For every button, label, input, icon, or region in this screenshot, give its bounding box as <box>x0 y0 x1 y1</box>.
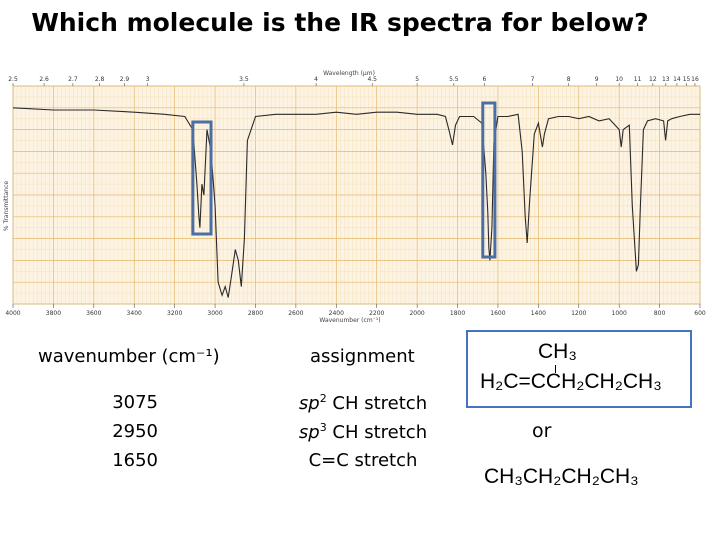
wavenumber-header: wavenumber (cm⁻¹) <box>38 346 220 367</box>
wavelength-tick-label: 3.5 <box>239 76 249 83</box>
x-tick-label: 1800 <box>450 310 465 317</box>
wavenumber-axis-label: Wavenumber (cm⁻¹) <box>319 317 380 324</box>
molecule-butane: CH₃CH₂CH₂CH₃ <box>484 465 639 488</box>
wavelength-tick-label: 4 <box>314 76 318 83</box>
x-tick-label: 3000 <box>207 310 222 317</box>
chart-grid <box>12 85 701 305</box>
x-tick-label: 2400 <box>329 310 344 317</box>
wavelength-tick-label: 3 <box>146 76 150 83</box>
wavenumber-value: 3075 <box>112 392 158 413</box>
molecule-2-methylpentene: H₂C=CCH₂CH₂CH₃ <box>480 370 662 393</box>
wavelength-tick-label: 12 <box>649 76 657 83</box>
wavelength-tick-label: 13 <box>662 76 670 83</box>
x-tick-label: 4000 <box>5 310 20 317</box>
branch-bond <box>555 365 556 373</box>
wavelength-tick-label: 7 <box>531 76 535 83</box>
wavelength-tick-label: 2.5 <box>8 76 18 83</box>
wavelength-axis: 2.5 2.6 2.7 2.8 2.9 3 3.5 4 4.5 5 5.5 6 7 8 9 10 11 12 13 1… <box>8 76 699 86</box>
x-tick-label: 1600 <box>490 310 505 317</box>
x-tick-label: 1200 <box>571 310 586 317</box>
wavelength-tick-label: 8 <box>567 76 571 83</box>
x-tick-label: 2800 <box>248 310 263 317</box>
wavelength-tick-label: 2.9 <box>120 76 130 83</box>
wavelength-tick-label: 16 <box>691 76 699 83</box>
highlight-boxes <box>191 101 497 259</box>
wavelength-tick-label: 14 <box>673 76 681 83</box>
x-tick-label: 3800 <box>46 310 61 317</box>
x-tick-label: 800 <box>654 310 666 317</box>
x-tick-label: 3600 <box>86 310 101 317</box>
x-tick-label: 1000 <box>612 310 627 317</box>
wavelength-tick-label: 5.5 <box>449 76 459 83</box>
wavenumber-value: 2950 <box>112 421 158 442</box>
wavelength-tick-label: 10 <box>615 76 623 83</box>
x-tick-label: 3400 <box>127 310 142 317</box>
x-tick-label: 2200 <box>369 310 384 317</box>
wavelength-tick-label: 11 <box>634 76 642 83</box>
wavenumber-axis: 4000 3800 3600 3400 3200 3000 2800 2600 2400 2200… <box>5 304 706 317</box>
wavelength-tick-label: 2.7 <box>68 76 78 83</box>
wavelength-tick-label: 2.6 <box>39 76 49 83</box>
highlight-box <box>481 101 497 259</box>
x-tick-label: 1400 <box>531 310 546 317</box>
assignment-value: sp2 CH stretch <box>298 392 428 414</box>
x-tick-label: 600 <box>694 310 706 317</box>
x-tick-label: 2000 <box>409 310 424 317</box>
wavelength-tick-label: 4.5 <box>367 76 377 83</box>
assignment-value: sp3 CH stretch <box>298 421 428 443</box>
methyl-branch: CH₃ <box>538 340 577 363</box>
candidate-molecule-box: CH₃ H₂C=CCH₂CH₂CH₃ <box>466 330 692 408</box>
or-text: or <box>532 420 552 442</box>
slide-title: Which molecule is the IR spectra for bel… <box>31 8 649 37</box>
wavelength-tick-label: 15 <box>683 76 691 83</box>
x-tick-label: 3200 <box>167 310 182 317</box>
assignment-value: C=C stretch <box>308 450 418 471</box>
transmittance-axis-label: % Transmittance <box>3 181 10 231</box>
ir-spectrum-chart: 2.5 2.6 2.7 2.8 2.9 3 3.5 4 4.5 5 5.5 6 7 8 9 10 11 12 13 1… <box>3 70 706 324</box>
highlight-box <box>191 120 213 236</box>
wavelength-tick-label: 9 <box>595 76 599 83</box>
wavelength-axis-label: Wavelength (μm) <box>323 70 375 77</box>
wavenumber-value: 1650 <box>112 450 158 471</box>
wavelength-tick-label: 6 <box>483 76 487 83</box>
x-tick-label: 2600 <box>288 310 303 317</box>
wavelength-tick-label: 2.8 <box>95 76 105 83</box>
wavelength-tick-label: 5 <box>415 76 419 83</box>
assignment-header: assignment <box>310 346 415 367</box>
